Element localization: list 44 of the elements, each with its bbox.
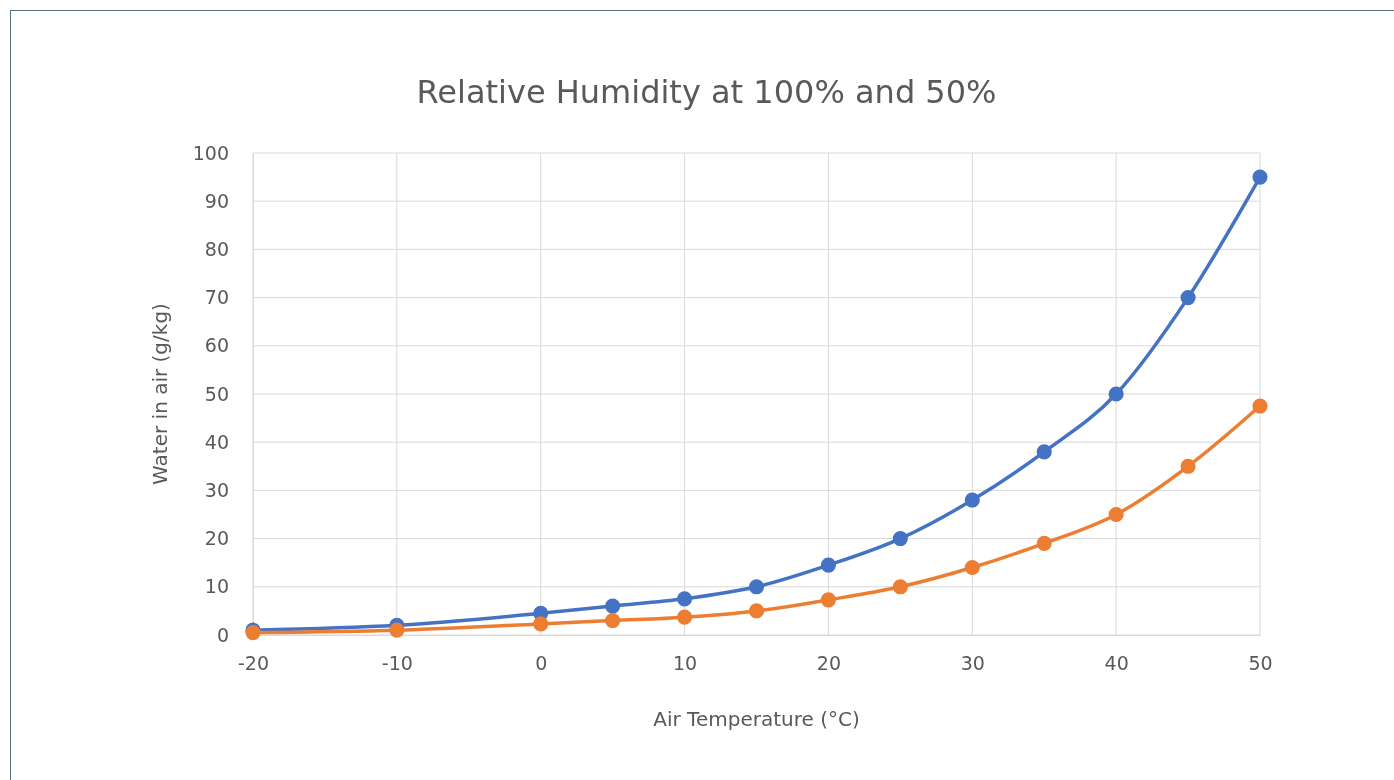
- point: [677, 609, 693, 625]
- y-tick-label: 40: [204, 430, 229, 453]
- point: [389, 622, 405, 638]
- point: [677, 591, 693, 607]
- x-axis-title: Air Temperature (°C): [653, 707, 860, 731]
- x-tick-label: -10: [381, 652, 413, 675]
- y-tick-label: 60: [204, 334, 229, 357]
- y-axis-title: Water in air (g/kg): [148, 303, 172, 485]
- y-tick-label: 50: [204, 382, 229, 405]
- x-tick-label: 50: [1248, 652, 1273, 675]
- point: [892, 531, 908, 547]
- x-tick-label: 30: [960, 652, 985, 675]
- point: [605, 612, 621, 629]
- point: [820, 557, 836, 573]
- point: [1036, 444, 1052, 460]
- point: [748, 579, 765, 595]
- point: [1252, 398, 1268, 414]
- y-tick-label: 20: [204, 527, 229, 550]
- point: [1180, 458, 1196, 474]
- point: [892, 579, 908, 595]
- point: [820, 592, 836, 608]
- point: [533, 616, 549, 632]
- y-tick-label: 10: [204, 575, 229, 598]
- point: [748, 603, 765, 619]
- point: [1108, 506, 1124, 523]
- point: [605, 598, 621, 614]
- x-tick-label: 10: [672, 652, 698, 675]
- y-tick-label: 70: [204, 286, 229, 309]
- y-tick-label: 100: [192, 141, 229, 164]
- point: [1180, 290, 1196, 306]
- y-tick-label: 90: [204, 189, 229, 212]
- point: [1108, 386, 1124, 402]
- y-tick-label: 80: [204, 237, 229, 260]
- x-tick-label: -20: [237, 652, 270, 675]
- point: [1252, 169, 1268, 185]
- y-tick-label: 0: [216, 623, 229, 646]
- point: [964, 492, 980, 508]
- y-tick-label: 30: [204, 478, 229, 501]
- point: [964, 559, 980, 576]
- x-tick-label: 0: [535, 652, 548, 675]
- x-tick-label: 20: [816, 652, 842, 675]
- x-tick-label: 40: [1104, 652, 1129, 675]
- point: [1036, 535, 1052, 551]
- chart-title: Relative Humidity at 100% and 50%: [416, 73, 997, 111]
